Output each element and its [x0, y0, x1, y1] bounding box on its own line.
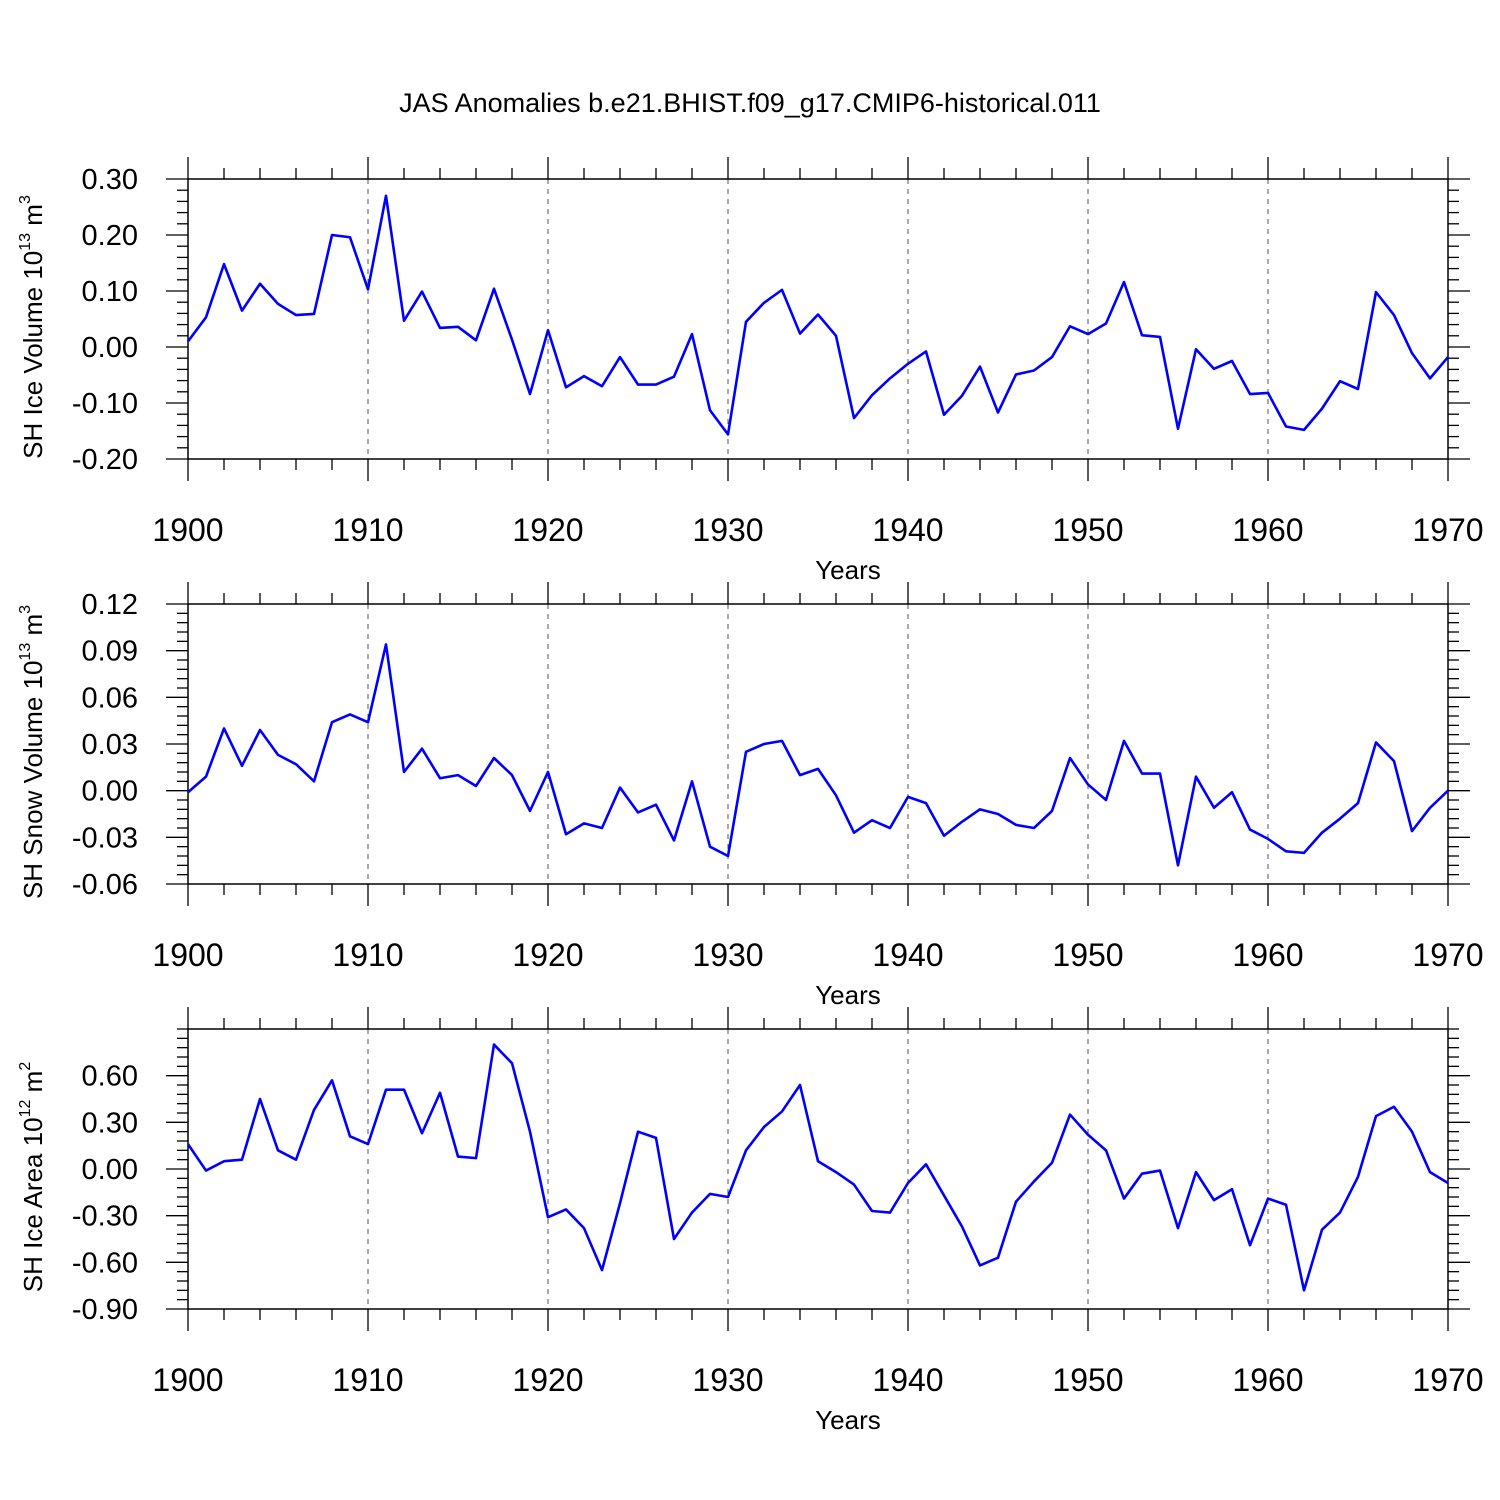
y-tick-label: 0.03 [82, 729, 138, 761]
y-axis-label-exponent: 13 [17, 643, 34, 661]
y-axis-label: SH Snow Volume 1013 m3 [17, 605, 48, 899]
x-tick-label: 1950 [1052, 937, 1123, 973]
plot-frame [187, 1028, 1449, 1310]
y-axis-label-exponent: 12 [17, 1099, 34, 1117]
x-tick-label: 1910 [332, 1362, 403, 1398]
y-axis-label-text: SH Snow Volume 10 [18, 661, 48, 899]
y-axis-label-unit-exponent: 3 [17, 195, 34, 204]
panel-ice-volume: -0.20 -0.10 0.00 0.10 0.20 0.30 1900 1910 1920 19… [17, 157, 1484, 585]
x-axis-label: Years [815, 555, 881, 585]
y-tick-label: 0.09 [82, 636, 138, 668]
y-tick-label: 0.30 [82, 1107, 138, 1139]
y-tick-label: 0.00 [82, 332, 138, 364]
x-tick-label: 1960 [1232, 512, 1303, 548]
plot-frame [187, 603, 1449, 885]
figure-title: JAS Anomalies b.e21.BHIST.f09_g17.CMIP6-… [399, 88, 1101, 118]
x-tick-label: 1930 [692, 512, 763, 548]
panel-ice-area: -0.90 -0.60 -0.30 0.00 0.30 0.60 1900 1910 1920 1… [17, 1007, 1484, 1435]
y-tick-label: 0.06 [82, 682, 138, 714]
y-tick-label: -0.20 [72, 444, 138, 476]
x-tick-label: 1920 [512, 937, 583, 973]
y-tick-label: -0.10 [72, 388, 138, 420]
y-tick-label: 0.60 [82, 1061, 138, 1093]
x-axis-label: Years [815, 1405, 881, 1435]
y-axis-label: SH Ice Area 1012 m2 [17, 1062, 48, 1293]
x-tick-label: 1940 [872, 512, 943, 548]
y-axis-label-unit: m [18, 614, 48, 643]
y-tick-label: 0.20 [82, 220, 138, 252]
x-tick-label: 1960 [1232, 937, 1303, 973]
x-tick-label: 1900 [152, 937, 223, 973]
series-line [186, 1043, 1449, 1292]
y-axis-label-unit: m [18, 204, 48, 233]
y-axis-label-unit-exponent: 2 [17, 1062, 34, 1071]
x-tick-label: 1930 [692, 937, 763, 973]
x-tick-label: 1950 [1052, 512, 1123, 548]
y-tick-label: 0.10 [82, 276, 138, 308]
x-tick-label: 1940 [872, 937, 943, 973]
y-tick-label: -0.06 [72, 869, 138, 901]
y-tick-label: 0.30 [82, 164, 138, 196]
plot-frame [187, 178, 1449, 460]
x-tick-label: 1920 [512, 1362, 583, 1398]
x-tick-label: 1920 [512, 512, 583, 548]
x-tick-label: 1960 [1232, 1362, 1303, 1398]
x-axis-label: Years [815, 980, 881, 1010]
y-tick-label: -0.90 [72, 1294, 138, 1326]
y-tick-label: 0.12 [82, 589, 138, 621]
y-tick-label: -0.03 [72, 822, 138, 854]
series-line [186, 194, 1449, 436]
x-tick-label: 1910 [332, 937, 403, 973]
x-tick-label: 1900 [152, 1362, 223, 1398]
x-tick-label: 1940 [872, 1362, 943, 1398]
series-line [187, 643, 1449, 867]
y-axis-label: SH Ice Volume 1013 m3 [17, 195, 48, 459]
y-axis-label-exponent: 13 [17, 233, 34, 251]
y-axis-label-text: SH Ice Volume 10 [18, 251, 48, 459]
x-tick-label: 1910 [332, 512, 403, 548]
x-tick-label: 1930 [692, 1362, 763, 1398]
x-tick-label: 1970 [1412, 1362, 1483, 1398]
y-tick-label: -0.30 [72, 1201, 138, 1233]
y-axis-label-text: SH Ice Area 10 [18, 1117, 48, 1292]
x-tick-label: 1950 [1052, 1362, 1123, 1398]
y-tick-label: -0.60 [72, 1247, 138, 1279]
x-tick-label: 1970 [1412, 512, 1483, 548]
x-tick-label: 1970 [1412, 937, 1483, 973]
panel-snow-volume: -0.06 -0.03 0.00 0.03 0.06 0.09 0.12 1900 1910 19… [17, 582, 1484, 1010]
y-axis-label-unit: m [18, 1071, 48, 1100]
x-tick-label: 1900 [152, 512, 223, 548]
y-tick-label: 0.00 [82, 776, 138, 808]
y-tick-label: 0.00 [82, 1154, 138, 1186]
y-axis-label-unit-exponent: 3 [17, 605, 34, 614]
